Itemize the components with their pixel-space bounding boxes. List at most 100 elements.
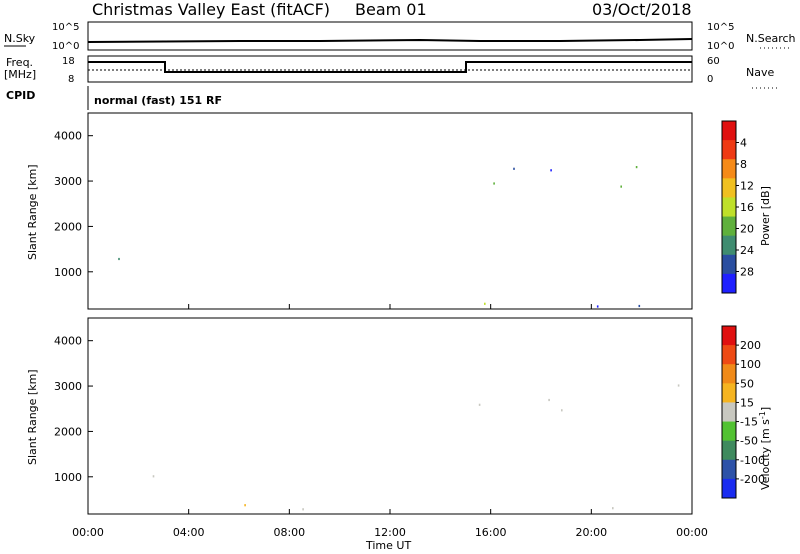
x-tick-label: 16:00: [475, 526, 507, 539]
y-tick-label: 3000: [54, 380, 82, 393]
colorbar-tick-label: 8: [740, 158, 747, 171]
x-axis-label: Time UT: [365, 539, 411, 552]
y-tick-label: 2000: [54, 220, 82, 233]
colorbar-tick-label: 16: [740, 201, 754, 214]
range-gate-cell: [596, 305, 599, 308]
y-tick-label: 4000: [54, 335, 82, 348]
nsearch-tick-bottom: 10^0: [707, 41, 734, 52]
nsearch-tick-top: 10^5: [707, 22, 734, 33]
velocity-yticks: 1000 2000 3000 4000: [54, 335, 93, 484]
nsky-label: N.Sky: [4, 32, 36, 45]
colorbar-tick-label: 4: [740, 137, 747, 150]
date-label: 03/Oct/2018: [592, 0, 692, 19]
range-gate-cell: [638, 304, 641, 308]
colorbar-band: [722, 235, 736, 256]
nave-tick-bottom: 0: [707, 74, 713, 85]
nsky-trace: [87, 38, 693, 43]
range-gate-cell: [244, 504, 246, 507]
range-gate-cell: [118, 257, 120, 261]
range-gate-cell: [152, 475, 155, 478]
colorbar-band: [722, 326, 736, 346]
colorbar-band: [722, 178, 736, 198]
range-gate-cell: [548, 398, 550, 402]
y-tick-label: 3000: [54, 175, 82, 188]
power-panel-frame: [87, 112, 693, 310]
freq-trace: [88, 61, 692, 73]
velocity-panel: [152, 384, 680, 511]
power-panel: [118, 166, 641, 308]
range-gate-cell: [635, 166, 638, 169]
velocity-panel-frame: [87, 317, 693, 515]
nave-label: Nave: [746, 66, 774, 79]
range-gate-cell: [302, 508, 304, 511]
power-ylabel: Slant Range [km]: [26, 164, 39, 260]
range-gate-cell: [478, 403, 481, 406]
colorbar-tick-label: -15: [740, 416, 758, 429]
colorbar-frame: [721, 325, 737, 499]
colorbar-band: [722, 140, 736, 160]
colorbar-tick-label: 20: [740, 223, 754, 236]
colorbar-tick-label: -200: [740, 473, 765, 486]
range-gate-cell: [493, 182, 495, 185]
velocity-colorbar: 200 100 50 15 -15 -50 -100 -200: [721, 325, 765, 499]
colorbar-band: [722, 402, 736, 423]
colorbar-band: [722, 159, 736, 179]
freq-tick-top: 18: [62, 56, 75, 67]
y-tick-label: 2000: [54, 425, 82, 438]
velocity-ylabel: Slant Range [km]: [26, 369, 39, 465]
freq-label-2: [MHz]: [4, 68, 36, 81]
velocity-colorbar-label: Velocity [m s-1]: [758, 407, 772, 490]
cpid-label: CPID: [6, 89, 35, 102]
power-colorbar-label: Power [dB]: [759, 186, 772, 246]
colorbar-tick-label: 28: [740, 266, 754, 279]
colorbar-tick-label: 24: [740, 244, 754, 257]
x-tick-label: 04:00: [173, 526, 205, 539]
x-tick-label: 00:00: [676, 526, 708, 539]
range-gate-cell: [612, 507, 614, 510]
x-tick-label: 08:00: [273, 526, 305, 539]
y-tick-label: 1000: [54, 266, 82, 279]
beam-label: Beam 01: [355, 0, 427, 19]
x-tick-label: 12:00: [374, 526, 406, 539]
power-yticks: 1000 2000 3000 4000: [54, 130, 93, 279]
range-gate-cell: [484, 302, 486, 305]
colorbar-band: [722, 273, 736, 294]
nsky-tick-top: 10^5: [52, 22, 79, 33]
power-colorbar: 4 8 12 16 20 24 28: [721, 120, 754, 294]
colorbar-band: [722, 345, 736, 365]
x-tick-label: 00:00: [72, 526, 104, 539]
colorbar-band: [722, 254, 736, 275]
y-tick-label: 4000: [54, 130, 82, 143]
nsky-panel: [87, 21, 693, 51]
colorbar-band: [722, 440, 736, 461]
colorbar-band: [722, 478, 736, 499]
nave-tick-top: 60: [707, 56, 720, 67]
range-gate-cell: [677, 384, 680, 387]
colorbar-band: [722, 197, 736, 218]
nsky-tick-bottom: 10^0: [52, 41, 79, 52]
colorbar-band: [722, 216, 736, 237]
colorbar-band: [722, 459, 736, 480]
cpid-value: normal (fast) 151 RF: [94, 94, 222, 107]
colorbar-tick-label: 15: [740, 396, 754, 409]
x-tick-label: 20:00: [575, 526, 607, 539]
colorbar-tick-label: -50: [740, 435, 758, 448]
nsearch-label: N.Search: [746, 32, 796, 45]
colorbar-band: [722, 383, 736, 403]
freq-panel: [87, 55, 693, 83]
colorbar-tick-label: 200: [740, 339, 761, 352]
colorbar-tick-label: 12: [740, 180, 754, 193]
y-tick-label: 1000: [54, 471, 82, 484]
range-gate-cell: [513, 167, 515, 170]
colorbar-tick-label: 50: [740, 377, 754, 390]
colorbar-band: [722, 121, 736, 141]
colorbar-tick-label: -100: [740, 454, 765, 467]
freq-label-1: Freq.: [6, 56, 33, 69]
range-gate-cell: [561, 409, 563, 412]
colorbar-band: [722, 364, 736, 384]
colorbar-band: [722, 421, 736, 442]
station-title: Christmas Valley East (fitACF): [92, 0, 330, 19]
colorbar-tick-label: 100: [740, 358, 761, 371]
x-axis-ticks: 00:00 04:00 08:00 12:00 16:00 20:00 00:00: [72, 304, 708, 539]
